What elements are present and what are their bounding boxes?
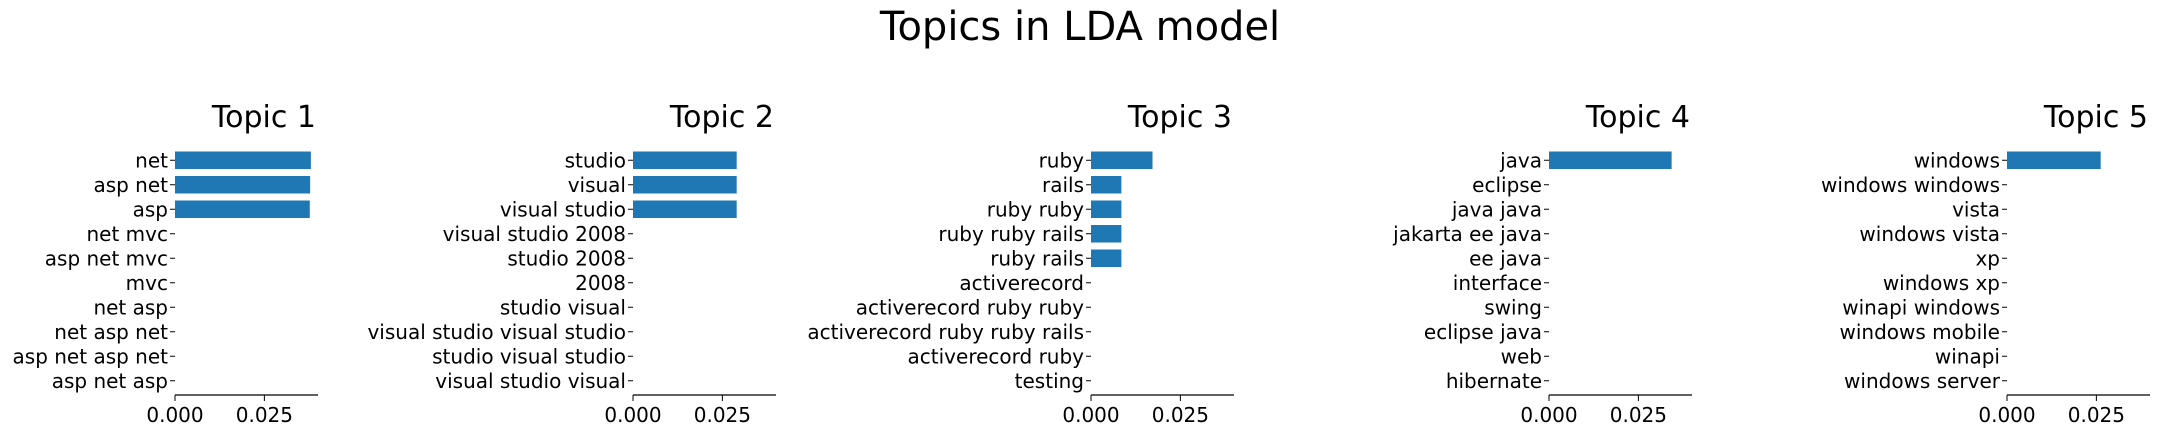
y-tick-label: eclipse [1472, 173, 1542, 197]
bar [1091, 151, 1153, 169]
bar [2007, 151, 2101, 169]
y-tick-label: studio 2008 [507, 246, 626, 270]
bar [175, 151, 311, 169]
y-tick-label: net mvc [87, 222, 169, 246]
y-tick-label: studio [565, 148, 626, 172]
bar [1549, 151, 1672, 169]
y-tick-label: windows mobile [1840, 320, 2001, 344]
y-tick-label: net [135, 148, 168, 172]
y-tick-label: net asp net [54, 320, 168, 344]
y-tick-label: activerecord ruby ruby rails [807, 320, 1084, 344]
y-tick-label: mvc [126, 271, 168, 295]
y-tick-label: visual studio [500, 197, 626, 221]
y-tick-label: visual studio visual studio [367, 320, 626, 344]
y-tick-label: java [1499, 148, 1542, 172]
panel-title: Topic 3 [1127, 100, 1232, 135]
y-tick-label: activerecord ruby [908, 344, 1085, 368]
y-tick-label: jakarta ee java [1392, 222, 1542, 246]
y-tick-label: swing [1484, 295, 1542, 319]
y-tick-label: activerecord [959, 271, 1084, 295]
y-tick-label: web [1501, 344, 1542, 368]
bar [633, 151, 737, 169]
y-tick-label: net asp [93, 295, 168, 319]
y-tick-label: ruby ruby [987, 197, 1084, 221]
bar [1091, 176, 1122, 194]
figure-title: Topics in LDA model [879, 4, 1280, 50]
x-tick-label: 0.025 [2068, 403, 2125, 427]
x-tick-label: 0.025 [1610, 403, 1667, 427]
y-tick-label: studio visual [500, 295, 626, 319]
y-tick-label: visual studio visual [435, 369, 626, 393]
y-tick-label: windows windows [1821, 173, 2000, 197]
y-tick-label: asp net [93, 173, 168, 197]
y-tick-label: hibernate [1446, 369, 1542, 393]
x-tick-label: 0.000 [1978, 403, 2035, 427]
y-tick-label: 2008 [575, 271, 626, 295]
x-tick-label: 0.025 [694, 403, 751, 427]
y-tick-label: windows vista [1859, 222, 2000, 246]
y-tick-label: ruby [1039, 148, 1085, 172]
y-tick-label: eclipse java [1424, 320, 1542, 344]
y-tick-label: java java [1451, 197, 1542, 221]
y-tick-label: asp net asp [52, 369, 168, 393]
y-tick-label: winapi [1935, 344, 2000, 368]
panel-title: Topic 4 [1585, 100, 1690, 135]
panel-title: Topic 2 [669, 100, 774, 135]
y-tick-label: visual [568, 173, 626, 197]
y-tick-label: studio visual studio [432, 344, 626, 368]
panel-title: Topic 5 [2043, 100, 2148, 135]
x-tick-label: 0.000 [146, 403, 203, 427]
y-tick-label: testing [1015, 369, 1084, 393]
y-tick-label: visual studio 2008 [443, 222, 626, 246]
panel-title: Topic 1 [211, 100, 316, 135]
y-tick-label: asp [133, 197, 168, 221]
y-tick-label: ee java [1469, 246, 1542, 270]
x-tick-label: 0.025 [236, 403, 293, 427]
x-tick-label: 0.000 [604, 403, 661, 427]
bar [1091, 249, 1122, 267]
y-tick-label: ruby ruby rails [938, 222, 1084, 246]
y-tick-label: windows [1914, 148, 2000, 172]
bar [1091, 225, 1122, 243]
y-tick-label: rails [1042, 173, 1084, 197]
bar [1091, 200, 1122, 218]
y-tick-label: interface [1453, 271, 1542, 295]
y-tick-label: activerecord ruby ruby [856, 295, 1084, 319]
bar [633, 176, 737, 194]
bar [175, 200, 310, 218]
y-tick-label: windows xp [1883, 271, 2000, 295]
y-tick-label: winapi windows [1842, 295, 2000, 319]
x-tick-label: 0.000 [1520, 403, 1577, 427]
y-tick-label: windows server [1844, 369, 2001, 393]
y-tick-label: asp net asp net [13, 344, 169, 368]
y-tick-label: vista [1952, 197, 2000, 221]
y-tick-label: xp [1975, 246, 2000, 270]
bar [633, 200, 737, 218]
bar [175, 176, 311, 194]
x-tick-label: 0.025 [1152, 403, 1209, 427]
y-tick-label: asp net mvc [45, 246, 168, 270]
y-tick-label: ruby rails [990, 246, 1084, 270]
x-tick-label: 0.000 [1062, 403, 1119, 427]
